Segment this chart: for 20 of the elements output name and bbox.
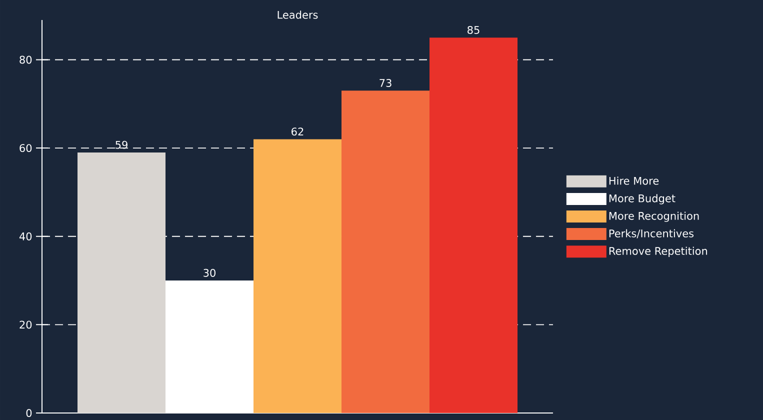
y-tick-label: 60	[20, 144, 32, 152]
bar	[78, 152, 166, 413]
data-label: 73	[380, 78, 392, 87]
bar	[342, 90, 430, 413]
x-tick-label: Leaders	[278, 10, 318, 19]
data-label: 59	[116, 140, 128, 149]
y-tick-label: 80	[20, 56, 32, 64]
legend-label: Hire More	[609, 176, 659, 185]
y-tick-label: 0	[26, 408, 32, 417]
bar	[430, 37, 518, 413]
legend-label: More Budget	[609, 194, 676, 204]
data-label: 62	[292, 127, 304, 136]
legend-label: Remove Repetition	[609, 246, 708, 257]
bar	[254, 138, 342, 413]
legend-label: More Recognition	[609, 211, 699, 222]
data-label: 30	[204, 268, 216, 277]
y-tick-label: 20	[20, 320, 32, 328]
legend-label: Perks/Incentives	[609, 229, 694, 238]
y-tick-label: 40	[19, 232, 32, 240]
data-label: 85	[468, 26, 480, 34]
